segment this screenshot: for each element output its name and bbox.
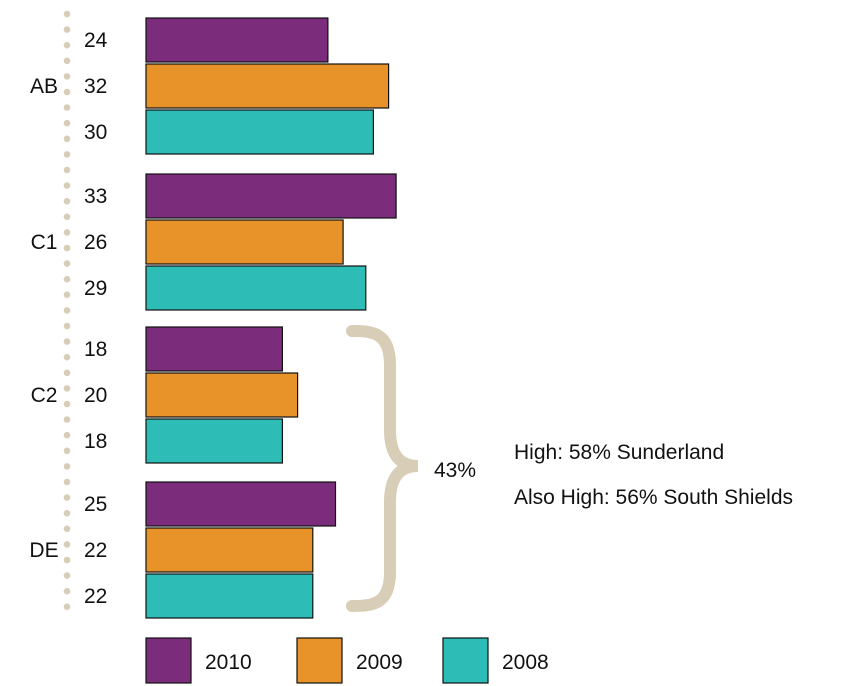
axis-dot [63,603,71,611]
axis-dot [63,104,71,111]
bar-de-2009 [145,527,314,573]
axis-dot [63,135,71,143]
value-label-ab-2008: 30 [84,121,107,144]
legend-swatch-2008 [442,637,489,684]
axis-dot [63,73,71,80]
value-label-de-2008: 22 [84,585,107,608]
legend-swatch-2009 [296,637,343,684]
value-label-ab-2010: 24 [84,29,108,52]
axis-dot [63,182,71,189]
axis-dot [63,229,71,236]
bar-ab-2010 [145,17,329,63]
axis-dot [63,509,71,517]
bracket-label: 43% [434,459,476,482]
axis-dot [63,10,71,18]
bar-de-2010 [145,481,337,527]
axis-dot [63,57,71,65]
annotation-also-high: Also High: 56% South Shields [514,486,793,509]
bar-de-2008 [145,573,314,619]
bars-group [145,17,397,619]
axis-dot [63,463,71,470]
axis-dot [63,416,71,423]
axis-dot [63,400,71,408]
category-label-c2: C2 [31,384,58,407]
axis-dot [63,385,71,392]
axis-dot [63,478,71,486]
axis-dot [63,431,71,439]
legend-label-2009: 2009 [356,651,403,674]
bracket-annotation [346,325,419,612]
bar-c1-2010 [145,173,397,219]
axis-dot [63,525,71,533]
axis-dot [63,26,71,33]
value-label-c2-2008: 18 [84,430,107,453]
axis-dot [63,275,71,283]
axis-dot [63,41,71,49]
axis-dot [63,260,71,267]
value-label-c2-2010: 18 [84,338,107,361]
bar-ab-2008 [145,109,374,155]
value-label-c2-2009: 20 [84,384,107,407]
legend-label-2010: 2010 [205,651,252,674]
dotted-axis-line [63,10,71,611]
axis-dot [63,88,71,96]
axis-dot [63,307,71,314]
value-label-de-2010: 25 [84,493,107,516]
axis-dot [63,556,71,564]
axis-dot [63,166,71,174]
axis-dot [63,353,71,361]
axis-dot [63,151,71,158]
value-label-ab-2009: 32 [84,75,107,98]
value-label-c1-2010: 33 [84,185,107,208]
axis-dot [63,338,71,345]
axis-dot [63,447,71,455]
axis-dot [63,244,71,252]
bar-c2-2009 [145,372,299,418]
legend: 2010 2009 2008 [145,637,549,684]
axis-dot [63,197,71,205]
legend-swatch-2010 [145,637,192,684]
axis-dot [63,369,71,377]
category-label-de: DE [29,539,58,562]
value-label-c1-2009: 26 [84,231,107,254]
axis-dot [63,119,71,127]
value-label-c1-2008: 29 [84,277,107,300]
axis-dot [63,291,71,299]
axis-dot [63,322,71,330]
labels-group: 24 32 30 AB 33 26 29 C1 18 20 18 C2 25 22 22 DE [29,29,107,608]
bar-c2-2010 [145,326,283,372]
axis-dot [63,572,71,579]
bar-c1-2009 [145,219,344,265]
category-label-ab: AB [30,75,58,98]
bar-c2-2008 [145,418,283,464]
annotation-high: High: 58% Sunderland [514,441,724,464]
axis-dot [63,587,71,595]
legend-label-2008: 2008 [502,651,549,674]
axis-dot [63,213,71,221]
bar-c1-2008 [145,265,367,311]
bar-ab-2009 [145,63,390,109]
category-label-c1: C1 [31,231,58,254]
axis-dot [63,494,71,501]
axis-dot [63,541,71,548]
value-label-de-2009: 22 [84,539,107,562]
